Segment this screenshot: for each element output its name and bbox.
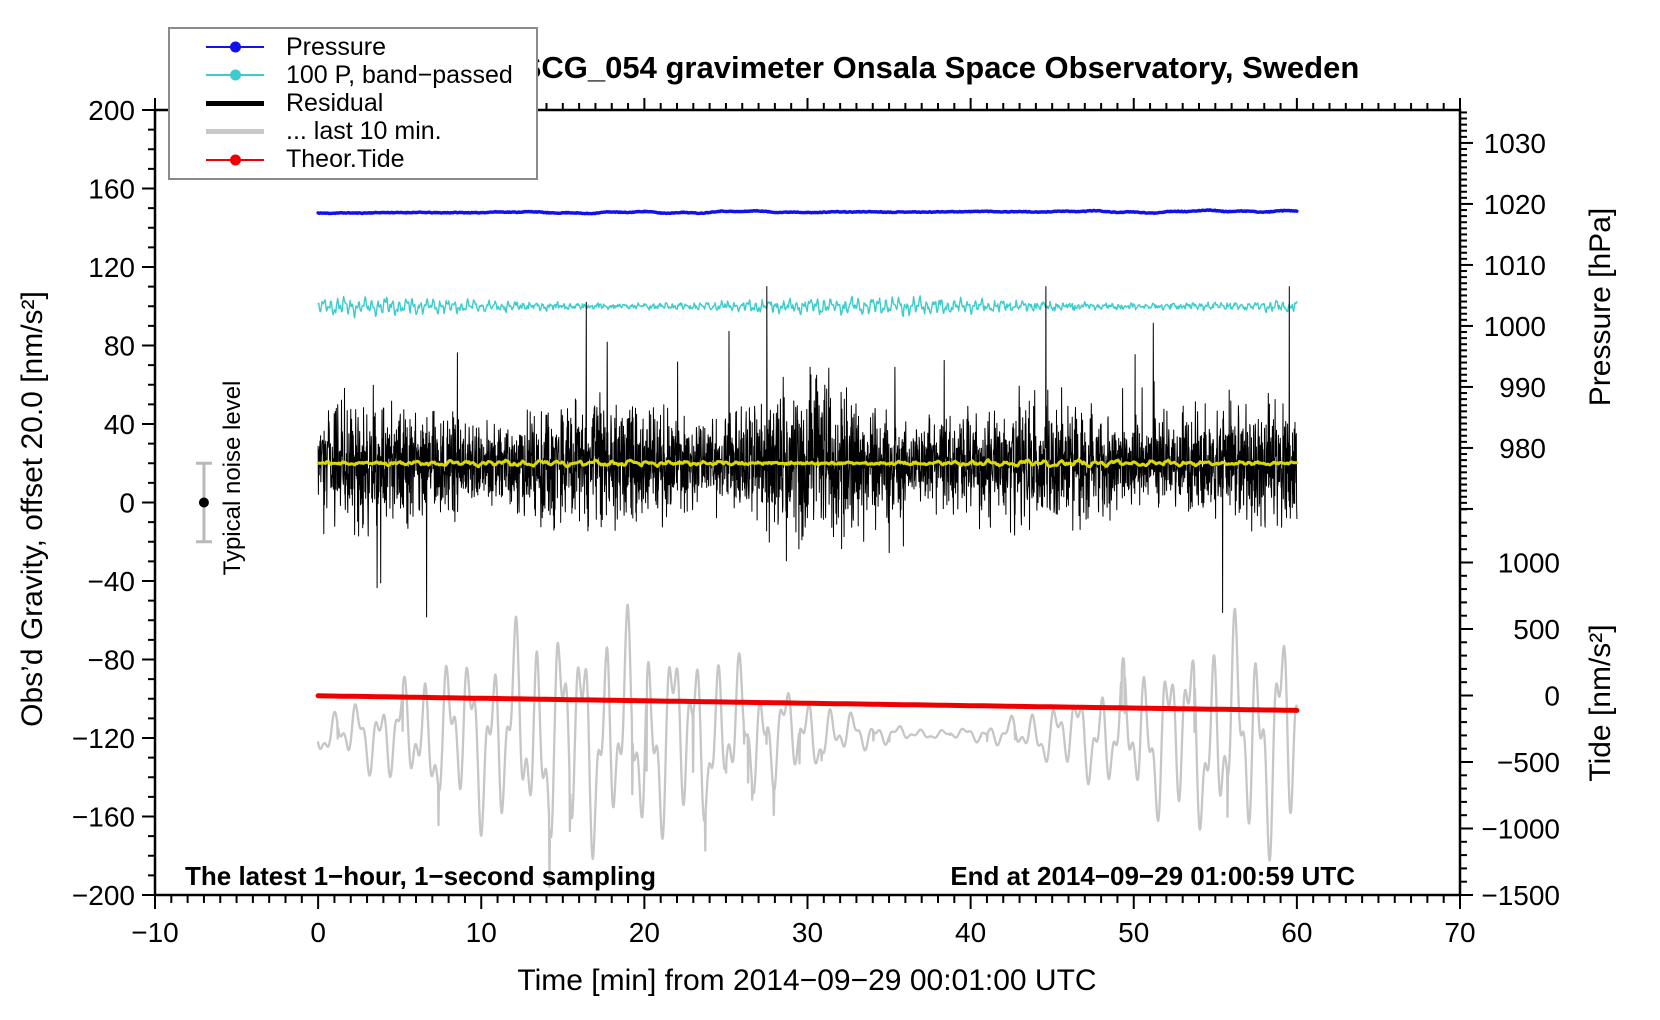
residual-line-swatch (206, 100, 264, 106)
tide-axis-label: Tide [nm/s²] (1584, 624, 1617, 782)
left-tick-label: 80 (104, 331, 135, 362)
end-time-annotation: End at 2014−09−29 01:00:59 UTC (950, 861, 1355, 891)
noise-bar-dot (198, 497, 209, 508)
legend-label: Pressure (286, 32, 387, 61)
bandpassed-line-swatch (206, 69, 264, 81)
tide-tick-label: 1000 (1498, 548, 1560, 579)
pressure-line-swatch (206, 41, 264, 53)
left-tick-label: 120 (88, 252, 135, 283)
x-axis-label: Time [min] from 2014−09−29 00:01:00 UTC (517, 964, 1097, 997)
left-tick-label: 0 (119, 488, 135, 519)
plot-frame (153, 108, 1462, 897)
legend-item-theortide: Theor.Tide (170, 145, 536, 174)
legend-label: ... last 10 min. (286, 117, 442, 146)
sampling-annotation: The latest 1−hour, 1−second sampling (185, 861, 657, 891)
tide-tick-label: −500 (1497, 747, 1560, 778)
legend-box: Pressure 100 P, band−passed Residual ...… (168, 27, 538, 180)
left-tick-label: 160 (88, 174, 135, 205)
left-tick-label: 200 (88, 95, 135, 126)
legend-label: Residual (286, 88, 384, 117)
tide-tick-label: 0 (1544, 681, 1560, 712)
theortide-line-swatch (206, 154, 264, 166)
pressure-axis-label: Pressure [hPa] (1584, 207, 1617, 407)
pressure-tick-label: 1010 (1484, 250, 1546, 281)
tide-tick-label: 500 (1513, 614, 1560, 645)
x-tick-label: 10 (466, 917, 497, 948)
x-tick-label: 30 (792, 917, 823, 948)
legend-item-bandpassed: 100 P, band−passed (170, 61, 536, 89)
legend-item-last10: ... last 10 min. (170, 117, 536, 146)
left-tick-label: −200 (72, 880, 135, 911)
pressure-tick-label: 990 (1499, 372, 1546, 403)
left-tick-label: −120 (72, 723, 135, 754)
pressure-tick-label: 1020 (1484, 189, 1546, 220)
page-title: SCG_054 gravimeter Onsala Space Observat… (520, 50, 1360, 85)
legend-label: Theor.Tide (286, 145, 405, 174)
x-tick-label: 60 (1281, 917, 1312, 948)
legend-item-pressure: Pressure (170, 33, 536, 61)
tide-tick-label: −1500 (1481, 880, 1560, 911)
x-tick-label: 40 (955, 917, 986, 948)
x-tick-label: 50 (1118, 917, 1149, 948)
x-tick-label: 70 (1444, 917, 1475, 948)
left-axis-label: Obs’d Gravity, offset 20.0 [nm/s²] (16, 291, 49, 727)
tide-tick-label: −1000 (1481, 814, 1560, 845)
noise-level-label: Typical noise level (219, 380, 246, 576)
series-last10 (316, 603, 1299, 889)
left-tick-label: 40 (104, 409, 135, 440)
series-pressure (316, 208, 1299, 216)
left-tick-label: −40 (88, 566, 136, 597)
left-tick-label: −80 (88, 645, 136, 676)
x-tick-label: 0 (310, 917, 326, 948)
x-tick-label: −10 (131, 917, 179, 948)
pressure-tick-label: 1030 (1484, 128, 1546, 159)
x-tick-label: 20 (629, 917, 660, 948)
legend-item-residual: Residual (170, 89, 536, 117)
series-tide (315, 693, 1300, 713)
pressure-tick-label: 1000 (1484, 311, 1546, 342)
pressure-tick-label: 980 (1499, 433, 1546, 464)
series-smoothed (316, 458, 1299, 469)
series-residual (317, 286, 1298, 618)
legend-label: 100 P, band−passed (286, 60, 513, 89)
series-bandpassed (317, 295, 1298, 319)
left-tick-label: −160 (72, 802, 135, 833)
last10-line-swatch (206, 129, 264, 135)
